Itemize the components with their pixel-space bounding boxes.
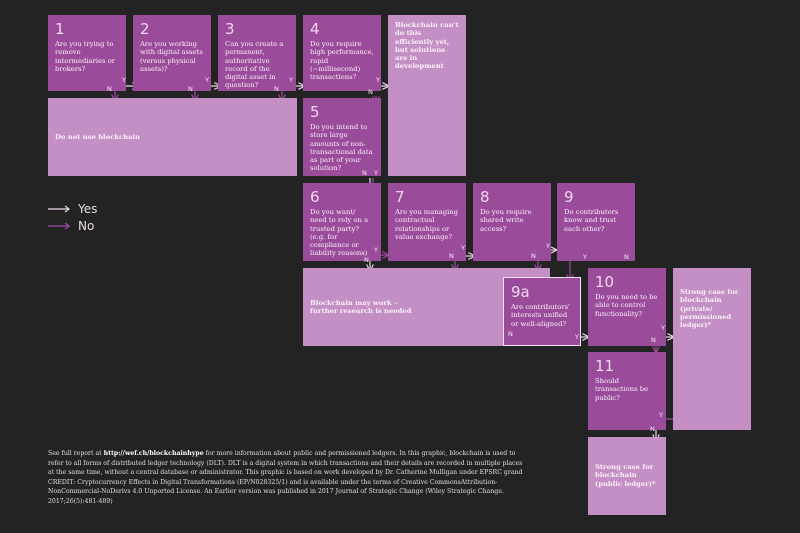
footnote-post: for more information about public and pe… <box>48 450 523 505</box>
question-number: 10 <box>595 273 615 291</box>
question-number: 4 <box>310 20 320 38</box>
label-yes: Y <box>583 253 587 261</box>
question-text: Are you trying to remove intermediaries … <box>55 40 116 73</box>
question-number: 9 <box>564 188 574 206</box>
footnote: See full report at http://wef.ch/blockch… <box>48 449 528 506</box>
label-no: N <box>274 85 279 93</box>
label-no: N <box>651 336 656 344</box>
question-8-box: 8 Do you require shared write access? <box>473 183 551 261</box>
question-number: 6 <box>310 188 320 206</box>
label-no: N <box>650 425 655 433</box>
label-no: N <box>188 85 193 93</box>
question-text: Can you create a permanent, authoritativ… <box>225 40 284 90</box>
label-yes: Y <box>376 76 380 84</box>
question-text: Do you require high performance, rapid (… <box>310 40 374 82</box>
legend-no-label: No <box>78 218 95 233</box>
question-text: Do contributors know and trust each othe… <box>564 208 619 233</box>
label-no: N <box>362 169 367 177</box>
label-no: N <box>508 330 513 338</box>
no-arrow-icon <box>48 222 70 229</box>
label-yes: Y <box>461 244 465 252</box>
outcome-text: Blockchain may work – further research i… <box>310 298 412 315</box>
outcome-text: Strong case for blockchain (public ledge… <box>595 463 656 488</box>
footnote-link[interactable]: http://wef.ch/blockchainhype <box>103 450 204 457</box>
outcome-private-ledger: Strong case for blockchain (private/ per… <box>673 268 751 430</box>
question-1-box: 1 Are you trying to remove intermediarie… <box>48 15 126 91</box>
outcome-text: Do not use blockchain <box>55 132 140 141</box>
question-6-box: 6 Do you want/ need to rely on a trusted… <box>303 183 381 261</box>
footnote-pre: See full report at <box>48 450 104 457</box>
outcome-not-yet: Blockchain can't do this efficiently yet… <box>388 15 466 176</box>
label-yes: Y <box>374 246 378 254</box>
label-yes: Y <box>289 76 293 84</box>
label-yes: Y <box>374 169 378 177</box>
outcome-public-ledger: Strong case for blockchain (public ledge… <box>588 437 666 515</box>
question-10-box: 10 Do you need to be able to control fun… <box>588 268 666 346</box>
legend: Yes No <box>48 200 97 234</box>
question-4-box: 4 Do you require high performance, rapid… <box>303 15 381 91</box>
label-yes: Y <box>661 324 665 332</box>
question-number: 8 <box>480 188 490 206</box>
label-no: N <box>449 252 454 260</box>
label-no: N <box>624 253 629 261</box>
question-2-box: 2 Are you working with digital assets (v… <box>133 15 211 91</box>
label-no: N <box>368 88 373 96</box>
question-number: 3 <box>225 20 235 38</box>
question-number: 2 <box>140 20 150 38</box>
question-number: 5 <box>310 103 320 121</box>
question-number: 11 <box>595 357 615 375</box>
legend-yes-label: Yes <box>78 201 98 216</box>
outcome-text: Strong case for blockchain (private/ per… <box>680 288 739 330</box>
question-11-box: 11 Should transactions be public? <box>588 352 666 430</box>
question-number: 9a <box>511 283 530 301</box>
question-5-box: 5 Do you intend to store large amounts o… <box>303 98 381 176</box>
label-yes: Y <box>205 76 209 84</box>
question-9a-box: 9a Are contributors' interests unified o… <box>503 277 581 346</box>
question-3-box: 3 Can you create a permanent, authoritat… <box>218 15 296 91</box>
question-7-box: 7 Are you managing contractual relations… <box>388 183 466 261</box>
question-number: 7 <box>395 188 405 206</box>
question-text: Are contributors' interests unified or w… <box>511 303 570 328</box>
question-number: 1 <box>55 20 65 38</box>
label-no: N <box>107 85 112 93</box>
legend-yes: Yes <box>48 200 97 217</box>
label-yes: Y <box>575 333 579 341</box>
label-yes: Y <box>659 411 663 419</box>
question-9-box: 9 Do contributors know and trust each ot… <box>557 183 635 261</box>
question-text: Are you managing contractual relationshi… <box>395 208 458 241</box>
question-text: Should transactions be public? <box>595 377 649 402</box>
label-no: N <box>531 252 536 260</box>
question-text: Do you intend to store large amounts of … <box>310 123 373 173</box>
question-text: Do you want/ need to rely on a trusted p… <box>310 208 369 258</box>
legend-no: No <box>48 217 97 234</box>
outcome-do-not-use: Do not use blockchain <box>48 98 297 176</box>
label-yes: Y <box>122 76 126 84</box>
question-text: Are you working with digital assets (ver… <box>140 40 203 73</box>
question-text: Do you require shared write access? <box>480 208 532 233</box>
question-text: Do you need to be able to control functi… <box>595 293 658 318</box>
label-no: N <box>364 256 369 264</box>
yes-arrow-icon <box>48 205 70 212</box>
label-yes: Y <box>546 242 550 250</box>
outcome-text: Blockchain can't do this efficiently yet… <box>395 21 459 71</box>
